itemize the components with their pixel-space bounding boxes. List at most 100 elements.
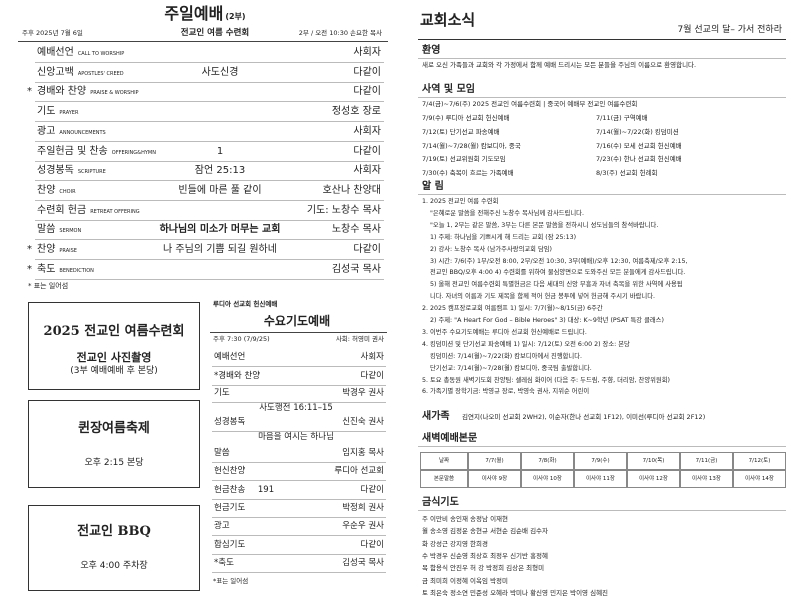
box-line: 전교인 사진촬영	[76, 351, 152, 364]
notice-line: 4. 킹덤미션 및 단기선교 파송예배 1) 일시: 7/12(토) 오전 6:…	[422, 340, 630, 348]
rule	[35, 199, 384, 201]
notice-line: 2. 2025 캠프장로교회 여름캠프 1) 일시: 7/7(월)~8/15(금…	[422, 305, 603, 313]
item-english: ANNOUNCEMENTS	[59, 129, 106, 136]
order-leader: 사회자	[353, 125, 381, 137]
order-detail: 사도행전 16:11–15	[259, 403, 333, 413]
order-detail: 1	[216, 145, 224, 157]
rule	[18, 41, 388, 42]
table-cell: 7/8(화)	[521, 452, 574, 470]
item-name: 경배와 찬양	[37, 86, 87, 98]
item-english: CHOIR	[59, 188, 76, 195]
order-item: *축도	[214, 558, 234, 568]
rule	[418, 58, 786, 59]
notice-line: 니다. 자녀의 이름과 기도 제목을 함께 적어 헌금 봉투에 넣어 헌금해 주…	[430, 293, 655, 301]
order-detail: 하나님의 미소가 머무는 교회	[159, 224, 281, 236]
notice-line: "은혜로운 말씀을 전해주신 노창수 목사님께 감사드립니다.	[430, 209, 584, 217]
notice-line: 5. 토요 총동원 새벽기도회 찬양팀: 셀레심 화이어 (다음 주: 두드림,…	[422, 376, 670, 384]
box-title: 2025 전교인 여름수련회	[43, 324, 185, 339]
ministry-line: 7/4(금)~7/6(주) 2025 전교인 여름수련회 | 중국어 예배부 전…	[422, 100, 638, 108]
box-line: 오후 4:00 주차장	[80, 561, 148, 571]
table-cell: 7/7(월)	[468, 452, 521, 470]
order-leader: 다같이	[353, 86, 381, 98]
order-leader: 다같이	[360, 485, 384, 495]
order-item: 기도	[214, 388, 230, 398]
stand-note: * 표는 일어섬	[28, 282, 69, 290]
ministry-line: 7/19(토) 선교위원회 기도모임	[422, 155, 506, 164]
fasting-line: 화 강성근 강지영 한희경	[422, 539, 488, 548]
order-item: 헌금찬송	[214, 485, 246, 495]
rule	[418, 39, 786, 40]
table-cell: 날짜	[420, 452, 468, 470]
item-name: 말씀	[37, 224, 56, 236]
wednesday-title: 수요기도예배	[263, 314, 331, 328]
item-name: 찬양	[37, 244, 56, 255]
item-english: RETREAT OFFERING	[90, 208, 140, 215]
item-english: PRAISE	[59, 248, 77, 254]
item-english: CALL TO WORSHIP	[77, 51, 125, 57]
order-item: 예배선언 CALL TO WORSHIP	[37, 47, 124, 59]
rule	[35, 239, 384, 241]
worship-date: 주후 2025년 7월 6일	[22, 29, 83, 37]
fasting-line: 토 최은숙 정소연 민준성 오혜라 박미나 황신영 민지은 박이영 심혜진	[422, 588, 609, 597]
newcomers-text: 김연지(나오미 선교회 2WH2), 이순자(한나 선교회 1F12), 이미선…	[462, 413, 706, 421]
rule	[212, 462, 386, 463]
order-leader: 사회자	[353, 47, 381, 58]
worship-theme: 전교인 여름 수련회	[180, 28, 250, 38]
order-item: 예배선언	[214, 352, 246, 362]
notice-line: 2) 강사: 노창수 목사 (남가주사랑의교회 담임)	[430, 245, 552, 253]
rule	[418, 97, 786, 98]
fasting-line: 목 함용식 안진우 허 강 박정희 김상은 최형미	[422, 564, 545, 573]
item-name: 축도	[37, 263, 56, 275]
order-leader: 기도: 노창수 목사	[306, 204, 381, 216]
order-item: *경배와 찬양	[214, 371, 261, 381]
order-leader: 노창수 목사	[331, 224, 381, 236]
order-leader: 사회자	[353, 165, 381, 177]
order-item: 성경봉독	[214, 417, 246, 427]
notice-line: 전교인 BBQ/오후 4:00 4) 수련회를 위하여 물심양면으로 도와주신 …	[430, 269, 686, 277]
rule	[212, 499, 386, 500]
ministry-line: 7/23(수) 한나 선교회 헌신예배	[596, 155, 682, 164]
order-leader: 다같이	[360, 540, 384, 550]
fasting-line: 월 송소영 김정운 송현규 서현순 김순배 김수자	[422, 527, 549, 536]
order-item: 경배와 찬양 PRAISE & WORSHIP	[37, 86, 139, 98]
rule	[35, 140, 384, 142]
worship-title: 주일예배	[164, 4, 224, 23]
order-item: 합심기도	[214, 540, 246, 550]
order-leader: 신진숙 권사	[342, 417, 384, 427]
item-english: SERMON	[59, 228, 82, 235]
order-detail: 191	[257, 485, 275, 495]
order-item: 축도 BENEDICTION	[37, 264, 94, 276]
notice-line: 1. 2025 전교인 여름 수련회	[422, 198, 499, 205]
ministry-line: 7/16(수) 모세 선교회 헌신예배	[596, 141, 682, 150]
table-cell: 이사야 14장	[733, 470, 786, 488]
notice-line: 5) 올해 전교인 여름수련회 특별헌금은 다음 세대의 신앙 부흥과 자녀 축…	[430, 281, 683, 289]
stand-mark: *	[27, 263, 32, 275]
order-leader: 다같이	[360, 371, 384, 381]
fasting-line: 수 박경우 신순영 최상호 최정우 신기반 홍정혜	[422, 551, 549, 560]
order-leader: 사회자	[360, 352, 384, 362]
order-item: 말씀 SERMON	[37, 224, 81, 236]
worship-heading: 주일예배 (2부)	[164, 4, 245, 23]
notice-line: 6. 가족기별 장학기금: 박영규 장로, 박영숙 권사, 지위순 어린이	[422, 388, 590, 396]
order-item: 수련회 헌금 RETREAT OFFERING	[37, 205, 140, 217]
wednesday-label: 루디아 선교회 헌신예배	[213, 300, 278, 308]
order-leader: 우순우 권사	[342, 521, 384, 531]
item-name: 주일헌금 및 찬송	[37, 145, 108, 157]
rule	[212, 385, 386, 386]
rule	[212, 517, 386, 518]
order-leader: 박정희 권사	[342, 503, 384, 513]
table-cell: 이사야 11장	[574, 470, 627, 488]
rule	[212, 535, 386, 536]
table-cell: 7/12(토)	[733, 452, 786, 470]
ministry-line: 7/12(토) 단기선교 파송예배	[422, 127, 500, 136]
item-name: 성경봉독	[37, 165, 74, 177]
rule	[35, 219, 384, 221]
section-heading: 사역 및 모임	[422, 84, 475, 95]
rule	[212, 480, 386, 481]
box	[28, 302, 200, 390]
ministry-line: 7/30(수) 축복이 흐르는 가족예배	[422, 169, 514, 178]
section-heading: 새가족	[422, 411, 450, 422]
rule	[418, 446, 786, 447]
order-item: 광고 ANNOUNCEMENTS	[37, 126, 106, 138]
